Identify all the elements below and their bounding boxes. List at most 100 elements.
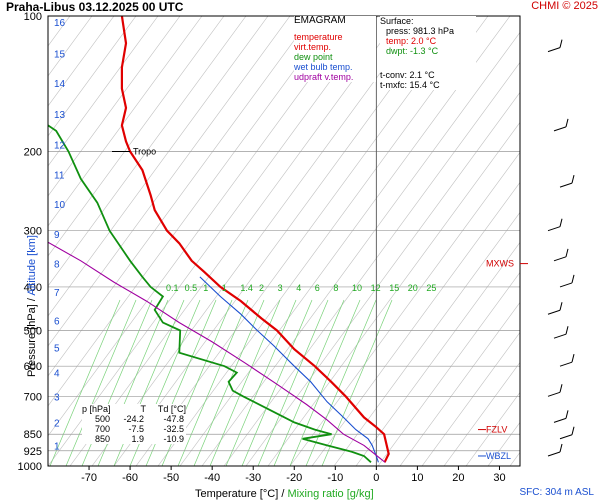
x-tick-label: 10 xyxy=(411,472,423,484)
mixing-ratio-label: 15 xyxy=(389,283,399,293)
mixing-ratio-line xyxy=(257,299,329,466)
y-tick-label: 700 xyxy=(24,391,42,403)
table-header-td: Td [°C] xyxy=(157,404,186,414)
chart-title: Praha-Libus 03.12.2025 00 UTC xyxy=(6,0,184,14)
wind-barb xyxy=(559,434,573,440)
altitude-tick-label: 16 xyxy=(54,18,66,29)
mixing-ratio-line xyxy=(305,299,377,466)
wind-barb xyxy=(553,333,567,339)
x-tick-label: 20 xyxy=(452,472,464,484)
wind-barb-flag xyxy=(559,443,563,453)
wind-barb xyxy=(547,226,561,232)
mixing-ratio-label: 6 xyxy=(315,283,320,293)
altitude-tick-label: 14 xyxy=(54,79,66,90)
mixing-ratio-label: 0.1 xyxy=(166,283,179,293)
x-tick-label: -20 xyxy=(286,472,302,484)
mixing-ratio-label: 4 xyxy=(296,283,301,293)
wind-barb xyxy=(547,391,561,397)
dry-adiabat xyxy=(48,16,291,347)
y-tick-label: 500 xyxy=(24,326,42,338)
dry-adiabat xyxy=(223,61,520,466)
dry-adiabat xyxy=(48,16,203,227)
altitude-tick-label: 3 xyxy=(54,392,60,403)
dry-adiabat xyxy=(48,16,247,287)
legend-item-wet-bulb: wet bulb temp. xyxy=(294,62,353,72)
surface-temp: temp: 2.0 °C xyxy=(386,36,437,46)
wind-barb xyxy=(553,417,567,423)
table-cell-td: -10.9 xyxy=(163,434,184,444)
x-axis-label: Temperature [°C] / Mixing ratio [g/kg] xyxy=(195,488,374,500)
altitude-tick-label: 12 xyxy=(54,141,66,152)
dry-adiabat xyxy=(135,16,467,466)
surface-tconv: t-conv: 2.1 °C xyxy=(380,70,435,80)
dry-adiabat xyxy=(289,151,520,466)
dry-adiabat xyxy=(48,16,225,257)
x-tick-label: -70 xyxy=(81,472,97,484)
mixing-ratio-line xyxy=(65,299,137,466)
altitude-tick-label: 4 xyxy=(54,369,60,380)
dry-adiabat xyxy=(377,271,520,466)
dry-adiabat xyxy=(465,391,520,466)
copyright-link[interactable]: CHMI © 2025 xyxy=(531,0,598,12)
legend-item-updraft: udpraft v.temp. xyxy=(294,72,354,82)
wind-barb-flag xyxy=(571,426,575,435)
x-tick-label: 30 xyxy=(493,472,505,484)
y-tick-label: 925 xyxy=(24,446,42,458)
fzlv-label: FZLV xyxy=(486,425,507,435)
x-tick-label: -30 xyxy=(245,472,261,484)
wind-barb xyxy=(559,282,573,288)
x-tick-label: -60 xyxy=(122,472,138,484)
wind-barb-flag xyxy=(559,39,563,48)
altitude-tick-label: 11 xyxy=(54,170,65,181)
mixing-ratio-line xyxy=(209,299,281,466)
altitude-tick-label: 7 xyxy=(54,288,60,299)
altitude-tick-label: 8 xyxy=(54,260,60,271)
mixing-ratio-line xyxy=(241,299,313,466)
table-cell-t: -7.5 xyxy=(128,424,144,434)
wbzl-label: WBZL xyxy=(486,451,511,461)
mixing-ratio-label: 2 xyxy=(259,283,264,293)
mixing-ratio-label: 1.4 xyxy=(240,283,253,293)
table-row: 850 1.9 -10.9 xyxy=(82,434,186,444)
plot-frame xyxy=(47,15,521,467)
wind-barb-flag xyxy=(559,218,563,227)
dry-adiabat xyxy=(91,16,423,466)
legend-item-dew-point: dew point xyxy=(294,52,333,62)
wind-barb xyxy=(547,47,561,53)
mixing-ratio-line xyxy=(321,299,393,466)
surface-info: Surface: press: 981.3 hPa temp: 2.0 °C d… xyxy=(380,16,476,90)
y-axis-label-pressure: Pressure [hPa] / xyxy=(26,298,38,377)
mixing-ratio-line xyxy=(177,299,249,466)
dry-adiabat xyxy=(267,121,520,466)
wind-barb-flag xyxy=(565,410,569,419)
altitude-tick-label: 10 xyxy=(54,200,66,211)
sfc-elevation: SFC: 304 m ASL xyxy=(519,487,594,498)
dry-adiabat xyxy=(69,16,401,466)
table-row: 700 -7.5 -32.5 xyxy=(82,424,186,434)
dry-adiabat xyxy=(48,16,269,317)
wind-barb-flag xyxy=(559,384,563,393)
legend-header: EMAGRAM xyxy=(294,15,346,26)
wind-barb-flag xyxy=(571,174,575,184)
dry-adiabat xyxy=(0,16,4,466)
mixing-ratio-line xyxy=(225,299,297,466)
mixing-ratio-line xyxy=(49,299,121,466)
dry-adiabat xyxy=(399,301,520,466)
surface-title: Surface: xyxy=(380,16,414,26)
series-wet-bulb-temp- xyxy=(199,276,379,463)
table-cell-p: 700 xyxy=(94,424,110,434)
table-cell-p: 500 xyxy=(94,414,110,424)
table-cell-td: -47.8 xyxy=(163,414,184,424)
wind-barb-flag xyxy=(565,326,569,335)
table-header-row: p [hPa] T Td [°C] xyxy=(82,404,186,414)
dry-adiabat xyxy=(48,16,181,197)
dry-adiabat xyxy=(48,16,115,107)
plot-area xyxy=(0,16,520,466)
dry-adiabat xyxy=(355,241,520,466)
wind-barb xyxy=(559,182,573,188)
dry-adiabat xyxy=(421,331,520,466)
table-header-p: p [hPa] xyxy=(82,404,111,414)
mixing-ratio-label: 25 xyxy=(426,283,436,293)
dry-adiabat xyxy=(0,16,26,466)
